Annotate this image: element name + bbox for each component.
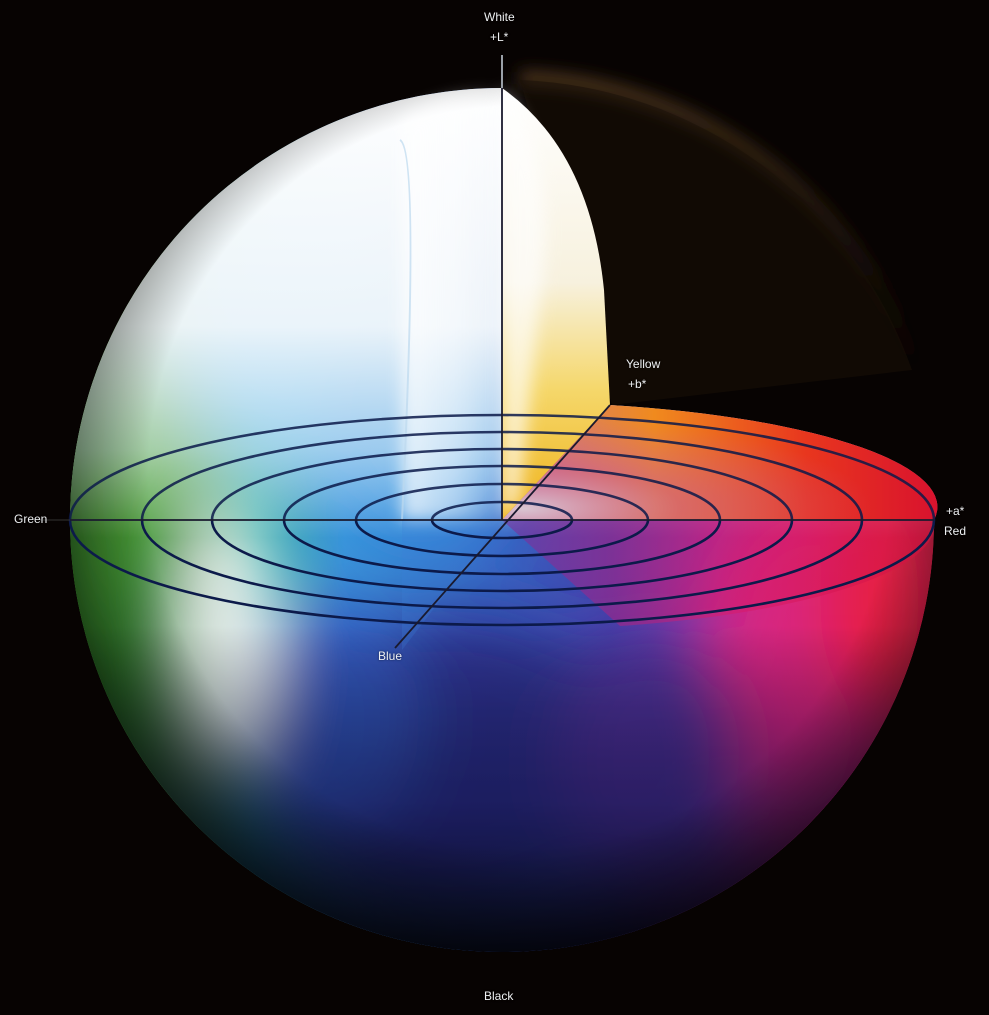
cut-face-edge xyxy=(399,139,412,521)
blue-wedge-tint xyxy=(402,520,502,650)
b-axis-line xyxy=(394,404,611,649)
label-l-axis: +L* xyxy=(490,30,509,44)
equatorial-cap-center xyxy=(502,405,938,520)
equatorial-front-band xyxy=(502,520,935,626)
axes xyxy=(70,55,934,649)
label-yellow: Yellow xyxy=(626,357,661,371)
label-green: Green xyxy=(14,512,48,526)
vertical-cut-highlight xyxy=(502,88,546,520)
label-a-axis: +a* xyxy=(946,504,965,518)
cut-face-highlight xyxy=(402,90,502,520)
label-blue: Blue xyxy=(378,649,403,663)
label-b-axis: +b* xyxy=(628,377,647,391)
cutaway-ghost-shading xyxy=(520,80,912,405)
cutaway-ghost-rim xyxy=(519,71,925,375)
label-black: Black xyxy=(484,989,514,1003)
label-red: Red xyxy=(944,524,967,538)
label-white: White xyxy=(484,10,515,24)
